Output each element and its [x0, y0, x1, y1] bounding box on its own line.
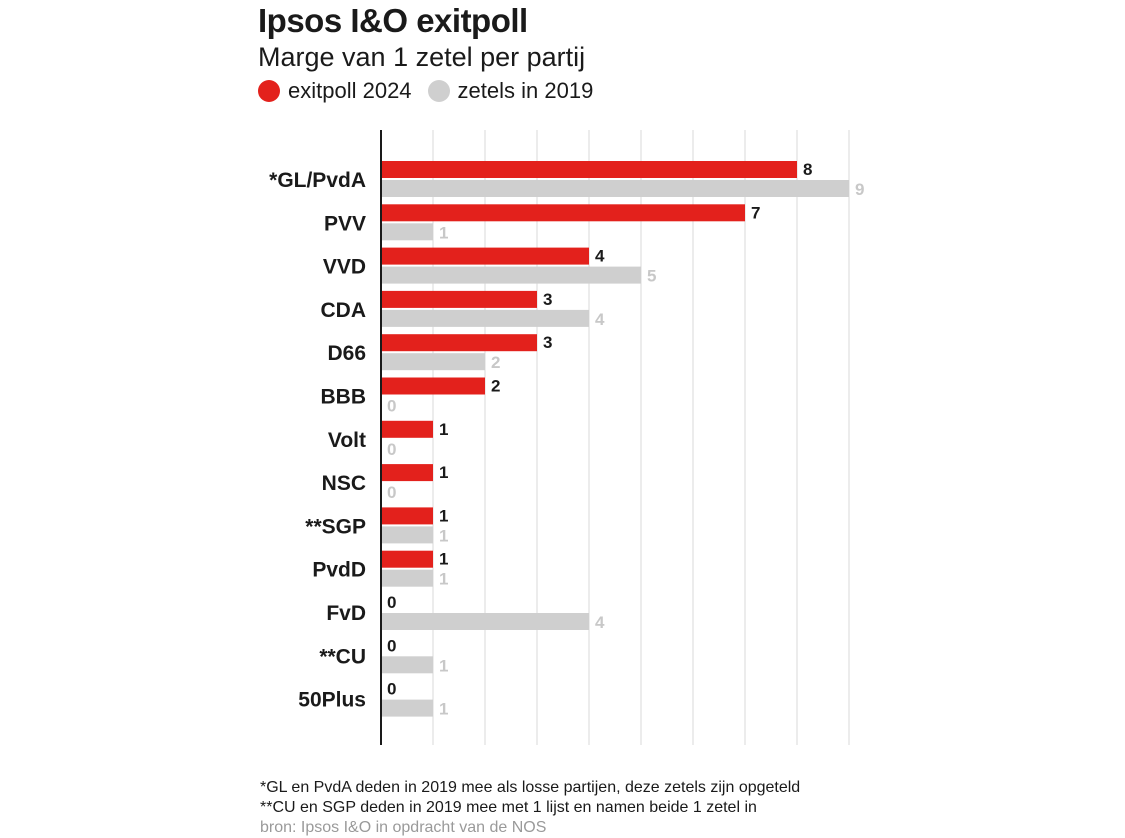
data-label-zetels-2019: 4: [595, 310, 605, 329]
legend-item-exitpoll: exitpoll 2024: [258, 78, 412, 104]
category-label: Volt: [328, 429, 366, 452]
footnotes: *GL en PvdA deden in 2019 mee als losse …: [260, 778, 800, 838]
legend-swatch-exitpoll: [258, 80, 280, 102]
bar-zetels-2019: [381, 309, 589, 327]
data-label-exitpoll-2024: 7: [751, 203, 760, 222]
data-label-zetels-2019: 5: [647, 267, 656, 286]
category-label: NSC: [322, 472, 366, 495]
data-label-zetels-2019: 2: [491, 353, 500, 372]
bar-chart: *GL/PvdA 8 9 PVV 7 1 VVD 4 5 CDA 3 4 D66 3 2 BBB 2 0 Volt 1…: [269, 130, 864, 745]
data-label-exitpoll-2024: 3: [543, 290, 552, 309]
category-label: 50Plus: [298, 689, 366, 712]
footnote-cu-sgp: **CU en SGP deden in 2019 mee met 1 lijs…: [260, 799, 757, 816]
bar-exitpoll-2024: [381, 550, 433, 568]
data-label-exitpoll-2024: 4: [595, 247, 605, 266]
data-label-exitpoll-2024: 1: [439, 506, 448, 525]
bar-zetels-2019: [381, 613, 589, 630]
legend: exitpoll 2024 zetels in 2019: [258, 78, 609, 104]
bar-exitpoll-2024: [381, 377, 485, 395]
data-label-exitpoll-2024: 8: [803, 160, 812, 179]
bar-zetels-2019: [381, 699, 433, 717]
data-label-exitpoll-2024: 1: [439, 463, 448, 482]
bar-exitpoll-2024: [381, 334, 537, 352]
bar-exitpoll-2024: [381, 507, 433, 525]
data-label-exitpoll-2024: 0: [387, 636, 396, 655]
data-label-zetels-2019: 1: [439, 526, 448, 545]
data-label-zetels-2019: 9: [855, 180, 864, 199]
data-label-zetels-2019: 1: [439, 656, 448, 675]
category-label: *GL/PvdA: [269, 169, 366, 192]
data-label-exitpoll-2024: 1: [439, 420, 448, 439]
chart-title: Ipsos I&O exitpoll: [258, 2, 528, 39]
bar-zetels-2019: [381, 180, 849, 197]
data-label-zetels-2019: 0: [387, 483, 396, 502]
bar-exitpoll-2024: [381, 204, 745, 222]
data-label-exitpoll-2024: 2: [491, 377, 500, 396]
data-label-zetels-2019: 1: [439, 570, 448, 589]
category-label: BBB: [321, 386, 367, 409]
bar-exitpoll-2024: [381, 247, 589, 265]
bar-zetels-2019: [381, 266, 641, 284]
category-label: VVD: [323, 256, 366, 279]
category-label: CDA: [321, 299, 367, 322]
data-label-zetels-2019: 0: [387, 397, 396, 416]
data-label-exitpoll-2024: 0: [387, 593, 396, 612]
data-label-exitpoll-2024: 3: [543, 333, 552, 352]
data-label-zetels-2019: 0: [387, 440, 396, 459]
source-note: bron: Ipsos I&O in opdracht van de NOS: [260, 819, 547, 836]
category-label: **SGP: [305, 515, 366, 538]
bar-zetels-2019: [381, 223, 433, 241]
category-label: PvdD: [312, 559, 366, 582]
category-label: FvD: [326, 602, 366, 625]
bar-zetels-2019: [381, 569, 433, 587]
legend-item-2019: zetels in 2019: [427, 78, 594, 104]
legend-label-exitpoll: exitpoll 2024: [288, 78, 412, 103]
category-label: PVV: [324, 212, 366, 235]
data-label-zetels-2019: 1: [439, 223, 448, 242]
data-label-exitpoll-2024: 0: [387, 680, 396, 699]
bar-exitpoll-2024: [381, 161, 797, 178]
bar-zetels-2019: [381, 353, 485, 371]
category-label: D66: [327, 342, 366, 365]
data-label-zetels-2019: 1: [439, 700, 448, 719]
bar-exitpoll-2024: [381, 420, 433, 438]
legend-swatch-2019: [427, 80, 450, 102]
data-label-exitpoll-2024: 1: [439, 550, 448, 569]
legend-label-2019: zetels in 2019: [457, 78, 594, 103]
category-label: **CU: [319, 645, 366, 668]
footnote-gl-pvda: *GL en PvdA deden in 2019 mee als losse …: [260, 779, 801, 796]
bar-exitpoll-2024: [381, 290, 537, 308]
data-label-zetels-2019: 4: [595, 613, 605, 632]
bar-zetels-2019: [381, 526, 433, 544]
chart-subtitle: Marge van 1 zetel per partij: [258, 42, 586, 72]
bar-zetels-2019: [381, 656, 433, 674]
bar-exitpoll-2024: [381, 464, 433, 482]
